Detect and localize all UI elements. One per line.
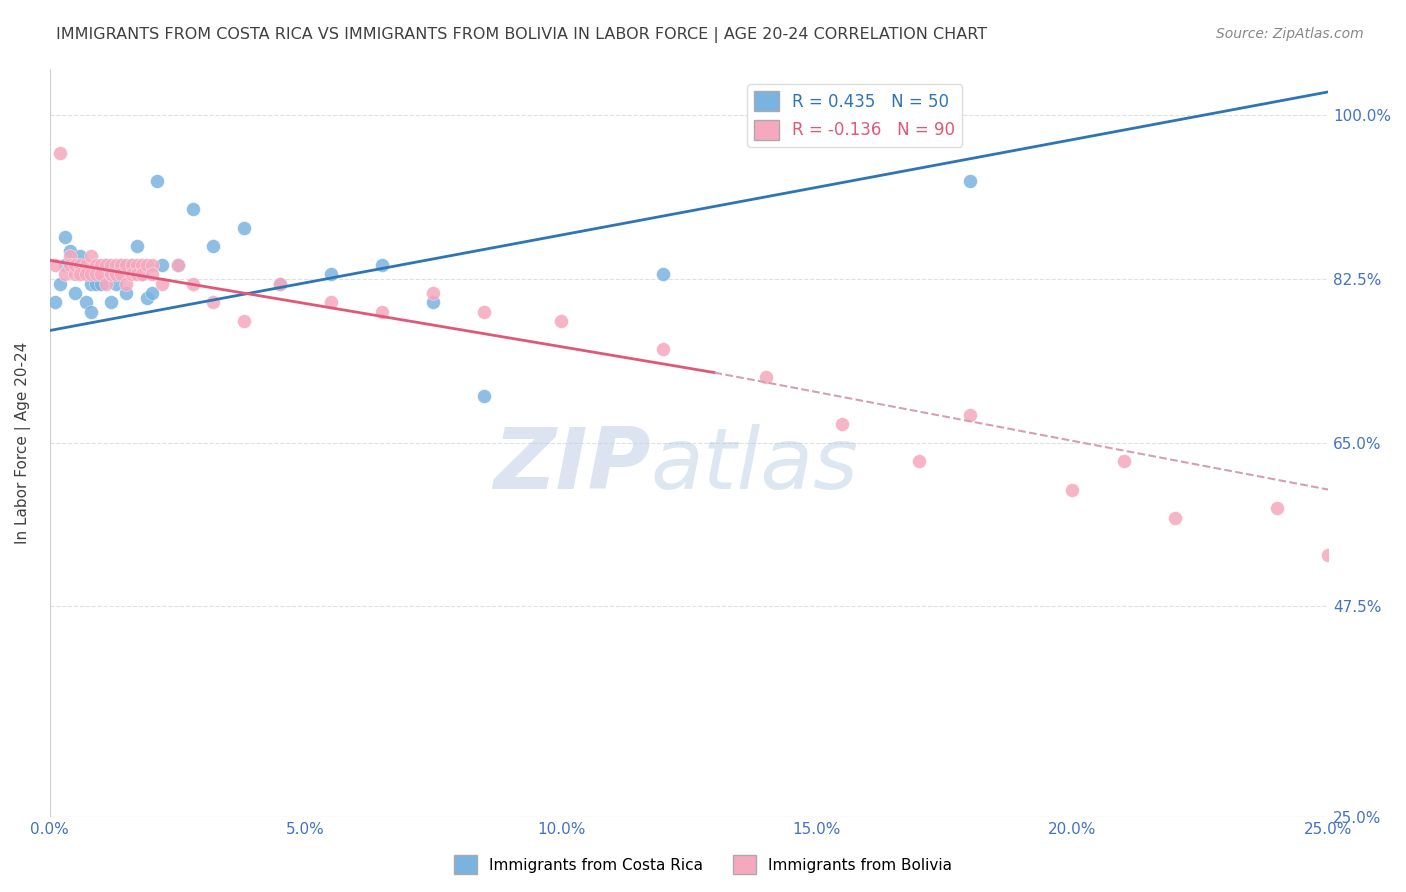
Point (69, 249, 91, 263)
Point (105, 258, 128, 272)
Point (75, 295, 97, 310)
Text: Source: ZipAtlas.com: Source: ZipAtlas.com (1216, 27, 1364, 41)
Point (135, 291, 157, 305)
Point (1317, 548, 1340, 562)
Point (908, 454, 931, 468)
Point (90, 277, 112, 291)
Point (269, 277, 291, 291)
Point (1062, 483, 1084, 497)
Point (65, 258, 87, 272)
Point (166, 258, 188, 272)
Point (115, 286, 138, 301)
Point (319, 268, 342, 282)
Point (755, 370, 778, 384)
Point (422, 295, 444, 310)
Point (202, 295, 225, 310)
Text: IMMIGRANTS FROM COSTA RICA VS IMMIGRANTS FROM BOLIVIA IN LABOR FORCE | AGE 20-24: IMMIGRANTS FROM COSTA RICA VS IMMIGRANTS… (56, 27, 987, 43)
Point (121, 258, 143, 272)
Point (59, 244, 82, 258)
Point (65, 286, 87, 301)
Point (75, 258, 97, 272)
Point (141, 268, 163, 282)
Point (652, 268, 675, 282)
Point (131, 268, 153, 282)
Legend: R = 0.435   N = 50, R = -0.136   N = 90: R = 0.435 N = 50, R = -0.136 N = 90 (747, 85, 962, 146)
Point (110, 258, 132, 272)
Point (831, 417, 853, 431)
Point (69, 268, 91, 282)
Point (125, 258, 148, 272)
Point (233, 314, 256, 328)
Point (959, 174, 981, 188)
Point (652, 342, 675, 356)
Point (141, 258, 163, 272)
Point (84, 258, 107, 272)
Legend: Immigrants from Costa Rica, Immigrants from Bolivia: Immigrants from Costa Rica, Immigrants f… (447, 849, 959, 880)
Point (550, 314, 572, 328)
Point (53, 230, 76, 244)
Point (371, 305, 394, 319)
Point (319, 295, 342, 310)
Point (422, 286, 444, 301)
Point (150, 277, 173, 291)
Point (69, 258, 91, 272)
Point (79, 277, 101, 291)
Point (94, 277, 117, 291)
Point (65, 268, 87, 282)
Point (84, 277, 107, 291)
Point (371, 258, 394, 272)
Point (115, 277, 138, 291)
Point (121, 268, 143, 282)
Point (110, 258, 132, 272)
Point (115, 258, 138, 272)
Point (474, 389, 496, 403)
Point (146, 174, 169, 188)
Point (100, 295, 122, 310)
Text: ZIP: ZIP (494, 424, 651, 507)
Point (125, 239, 148, 253)
Y-axis label: In Labor Force | Age 20-24: In Labor Force | Age 20-24 (15, 342, 31, 544)
Point (121, 258, 143, 272)
Point (105, 277, 128, 291)
Point (181, 277, 204, 291)
Point (84, 268, 107, 282)
Point (59, 258, 82, 272)
Point (49, 277, 72, 291)
Point (181, 202, 204, 216)
Point (474, 305, 496, 319)
Point (150, 258, 173, 272)
Point (79, 249, 101, 263)
Point (94, 258, 117, 272)
Point (166, 258, 188, 272)
Point (44, 258, 66, 272)
Text: atlas: atlas (651, 424, 859, 507)
Point (131, 258, 153, 272)
Point (1164, 510, 1187, 524)
Point (75, 268, 97, 282)
Point (94, 258, 117, 272)
Point (49, 145, 72, 160)
Point (100, 268, 122, 282)
Point (110, 268, 132, 282)
Point (202, 239, 225, 253)
Point (53, 268, 76, 282)
Point (269, 277, 291, 291)
Point (79, 268, 101, 282)
Point (90, 268, 112, 282)
Point (1112, 454, 1135, 468)
Point (125, 268, 148, 282)
Point (135, 258, 157, 272)
Point (105, 268, 128, 282)
Point (100, 258, 122, 272)
Point (959, 408, 981, 422)
Point (79, 305, 101, 319)
Point (233, 220, 256, 235)
Point (1265, 501, 1288, 516)
Point (44, 295, 66, 310)
Point (141, 286, 163, 301)
Point (90, 258, 112, 272)
Point (53, 258, 76, 272)
Point (59, 249, 82, 263)
Point (131, 268, 153, 282)
